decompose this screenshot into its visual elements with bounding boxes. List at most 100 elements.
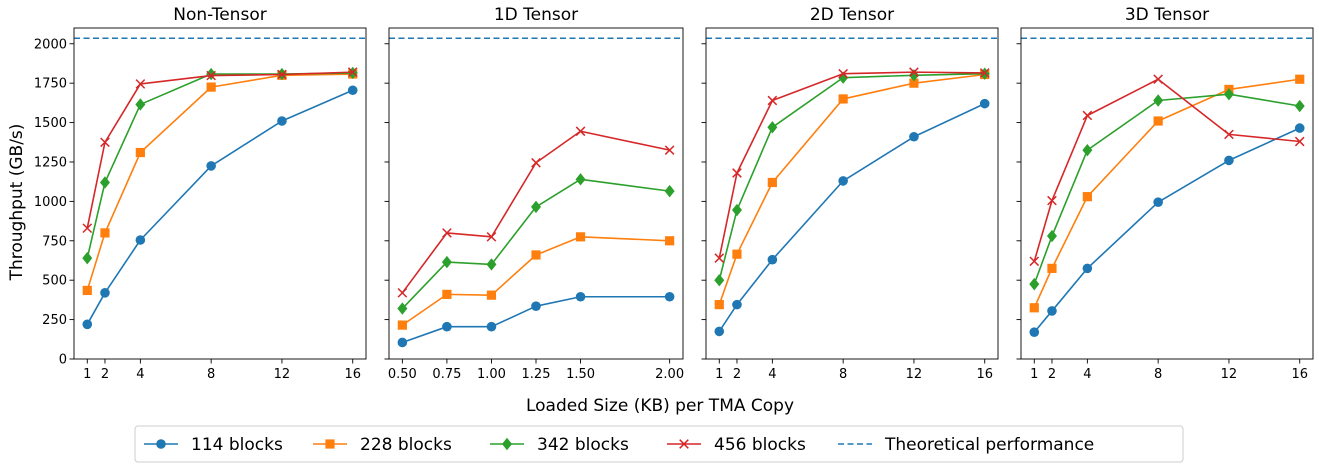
data-point: [277, 69, 287, 80]
marker-stroke: [1082, 110, 1093, 121]
x-tick-label: 8: [839, 367, 847, 382]
marker-stroke: [714, 253, 725, 263]
data-point: [732, 249, 742, 259]
data-point: [1294, 99, 1305, 113]
data-point: [82, 223, 93, 234]
y-tick-label: 750: [42, 234, 67, 249]
panel-title: 2D Tensor: [810, 5, 894, 25]
data-point: [1224, 129, 1234, 140]
data-point: [575, 126, 586, 137]
series-line: [401, 130, 670, 294]
marker-stroke: [206, 70, 216, 81]
data-point: [486, 321, 497, 332]
x-tick-label: 12: [906, 367, 923, 382]
marker-stroke: [575, 126, 586, 137]
data-point: [100, 137, 110, 148]
x-tick-label: 12: [1221, 367, 1238, 382]
data-point: [714, 273, 725, 287]
x-tick-label: 1.50: [566, 367, 595, 382]
marker-stroke: [1153, 74, 1163, 85]
data-point: [732, 168, 742, 178]
data-point: [531, 157, 541, 168]
data-point: [909, 78, 919, 88]
series-342-blocks: [397, 173, 675, 315]
data-point: [1082, 263, 1093, 274]
data-point: [979, 68, 990, 78]
plot-frame: [1020, 27, 1314, 360]
series-line: [1033, 127, 1301, 333]
series-line: [402, 295, 670, 344]
legend-entry: 228 blocks: [313, 435, 452, 455]
legend-label: 342 blocks: [537, 435, 629, 455]
data-point: [1047, 306, 1057, 316]
chart-panel-1: Non-Tensor 0 250 500 750 1000 1250 1500 1750 2000…: [34, 5, 367, 382]
data-point: [979, 98, 990, 109]
data-point: [1082, 143, 1093, 157]
legend-marker: [679, 439, 689, 449]
data-point: [664, 184, 675, 198]
series-line: [1033, 93, 1300, 285]
legend-marker: [156, 439, 166, 449]
data-point: [99, 176, 110, 189]
y-axis-label: Throughput (GB/s): [7, 124, 27, 282]
chart-panel-2: 1D Tensor 0.50 0.75 1.00 1.25 1.50 2.00: [384, 5, 684, 382]
x-tick-label: 0.75: [432, 367, 461, 382]
data-point: [442, 321, 452, 332]
series-456-blocks: [714, 67, 990, 263]
data-point: [1029, 256, 1040, 267]
data-point: [135, 98, 146, 111]
data-point: [206, 82, 216, 92]
data-point: [1082, 192, 1092, 202]
x-tick-label: 16: [1291, 367, 1308, 382]
x-tick-label: 16: [344, 367, 361, 382]
data-point: [486, 290, 497, 300]
series-line: [718, 73, 985, 305]
data-point: [664, 145, 675, 155]
data-point: [732, 299, 742, 310]
data-point: [441, 255, 452, 269]
data-point: [1294, 136, 1305, 147]
data-point: [206, 161, 216, 171]
series-line: [86, 89, 354, 325]
data-point: [909, 131, 919, 142]
data-point: [1029, 327, 1040, 338]
data-point: [767, 95, 778, 106]
data-point: [731, 203, 742, 217]
series-342-blocks: [1029, 88, 1305, 291]
marker-stroke: [135, 79, 146, 89]
data-point: [397, 320, 407, 330]
legend-marker: [325, 439, 335, 449]
data-point: [1153, 116, 1163, 126]
data-point: [1224, 155, 1234, 166]
data-point: [486, 258, 497, 271]
marker-stroke: [82, 223, 93, 234]
series-342-blocks: [82, 66, 358, 265]
data-point: [665, 236, 675, 246]
legend-entry: 456 blocks: [667, 435, 806, 455]
chart-panel-4: 3D Tensor 1 2 4 8 12 16: [1016, 5, 1314, 382]
series-line: [718, 102, 986, 332]
x-tick-label: 1: [1030, 367, 1038, 382]
x-tick-label: 1.00: [477, 367, 506, 382]
data-point: [1047, 195, 1057, 206]
data-point: [135, 79, 146, 89]
series-228-blocks: [82, 69, 358, 296]
data-point: [486, 232, 497, 242]
y-tick-label: 1000: [34, 195, 67, 210]
x-tick-label: 16: [976, 367, 993, 382]
data-point: [135, 235, 146, 245]
data-point: [575, 173, 586, 186]
legend: 114 blocks 228 blocks 342 blocks 456 blocks…: [134, 425, 1184, 463]
legend-label: 456 blocks: [714, 435, 806, 455]
data-point: [82, 251, 93, 265]
x-tick-label: 2: [101, 367, 109, 382]
series-114-blocks: [714, 98, 990, 337]
data-point: [135, 147, 145, 158]
marker-stroke: [767, 95, 778, 106]
panel-title: Non-Tensor: [173, 5, 266, 25]
data-point: [100, 228, 110, 238]
marker-stroke: [531, 157, 541, 168]
data-point: [347, 67, 358, 77]
marker-stroke: [347, 67, 358, 77]
